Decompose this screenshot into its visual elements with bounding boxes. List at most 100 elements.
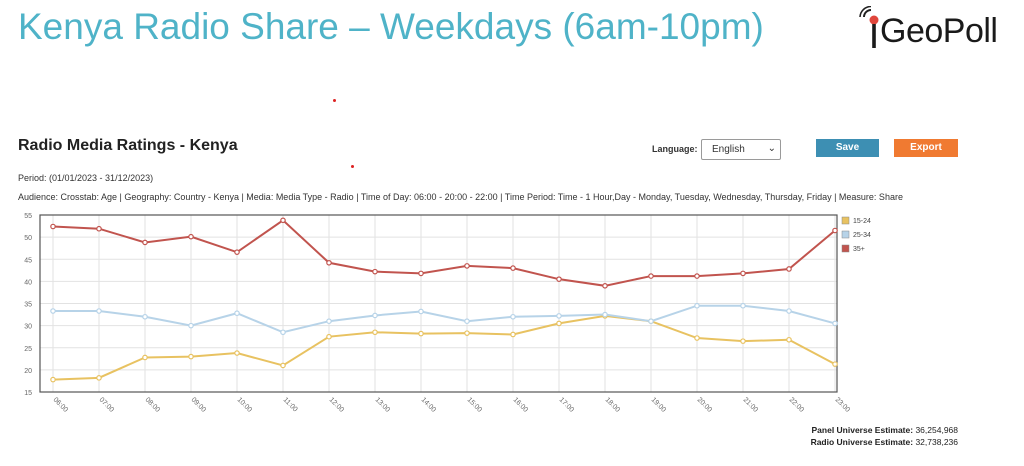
data-point [464,263,470,269]
data-point [556,313,562,319]
x-tick-label: 09:00 [190,396,207,413]
data-point [418,270,424,277]
data-point [694,302,700,309]
panel-universe-estimate: Panel Universe Estimate: 36,254,968 [812,425,959,435]
panel-universe-label: Panel Universe Estimate: [811,425,914,435]
data-point [418,308,424,315]
data-point [832,361,838,367]
series-line-35+ [52,219,836,287]
data-point [556,276,562,282]
data-point [464,330,470,336]
data-point [234,249,240,255]
chevron-down-icon: ⌄ [767,143,776,154]
legend-label: 35+ [853,246,865,253]
y-tick-label: 15 [24,390,32,397]
x-tick-label: 12:00 [328,396,345,413]
legend-swatch [841,216,850,225]
geopoll-logo: GeoPoll [858,6,1018,50]
y-tick-label: 30 [24,324,32,331]
legend-label: 15-24 [853,218,871,225]
data-point [786,336,792,343]
data-point [50,376,56,383]
data-point [510,313,516,320]
y-tick-label: 20 [24,368,32,375]
data-point [372,268,378,275]
data-point [326,333,332,340]
data-point [740,270,746,277]
x-tick-label: 10:00 [236,396,253,413]
x-tick-label: 20:00 [696,396,713,413]
x-tick-label: 08:00 [144,396,161,413]
series-line-15-24 [52,314,836,381]
data-point [510,265,516,271]
panel-universe-value: 36,254,968 [915,425,958,435]
data-point [50,223,56,230]
data-point [280,329,286,336]
x-tick-label: 18:00 [604,396,621,413]
data-point [234,310,240,317]
data-point [280,217,286,224]
x-tick-label: 13:00 [374,396,391,413]
language-select[interactable]: English ⌄ [701,139,781,160]
save-button[interactable]: Save [816,139,879,157]
data-point [648,318,654,325]
legend-swatch [841,230,850,239]
y-tick-label: 25 [24,346,32,353]
x-tick-label: 07:00 [98,396,115,413]
x-tick-label: 06:00 [52,396,69,413]
radio-universe-label: Radio Universe Estimate: [810,437,914,447]
x-tick-label: 19:00 [650,396,667,413]
data-point [602,311,608,318]
data-point [372,329,378,336]
page-title: Kenya Radio Share – Weekdays (6am-10pm) [18,6,764,47]
data-point [648,273,654,279]
data-point [234,350,240,356]
data-point [188,322,194,329]
y-tick-label: 55 [24,213,32,220]
legend-label: 25-34 [853,232,871,239]
period-text: Period: (01/01/2023 - 31/12/2023) [18,173,154,183]
data-point [96,375,102,381]
line-chart: 15 20 25 30 35 40 45 50 55 06:00 07:00 08:00 09:00 10… [24,213,871,414]
data-point [740,338,746,344]
x-tick-label: 14:00 [420,396,437,413]
data-point [188,353,194,360]
radio-universe-estimate: Radio Universe Estimate: 32,738,236 [811,437,958,447]
microphone-signal-icon [859,6,879,48]
data-point [740,302,746,309]
data-point [96,225,102,232]
data-point [832,227,838,234]
export-button[interactable]: Export [894,139,958,157]
x-tick-label: 16:00 [512,396,529,413]
data-point [142,313,148,320]
data-point [142,239,148,246]
data-point [464,318,470,325]
language-selected-value: English [712,144,745,155]
data-point [326,318,332,325]
logo-text: GeoPoll [880,12,998,50]
data-point [786,266,792,272]
panel-title: Radio Media Ratings - Kenya [18,137,238,154]
y-tick-label: 35 [24,302,32,309]
data-point [786,308,792,314]
x-tick-label: 11:00 [282,396,299,413]
data-point [694,335,700,341]
data-point [50,308,56,314]
data-point [280,362,286,369]
legend-swatch [841,244,850,253]
data-point [694,273,700,279]
y-tick-label: 45 [24,257,32,264]
data-point [510,331,516,338]
language-label: Language: [652,144,698,154]
y-tick-label: 40 [24,279,32,286]
x-tick-label: 15:00 [466,396,483,413]
data-point [418,330,424,337]
radio-universe-value: 32,738,236 [915,437,958,447]
series-line-25-34 [53,304,836,334]
x-tick-label: 21:00 [742,396,759,413]
data-point [96,308,102,314]
audience-text: Audience: Crosstab: Age | Geography: Cou… [18,192,903,202]
data-point [372,312,378,319]
data-point [326,259,332,266]
plot-frame [39,214,838,393]
